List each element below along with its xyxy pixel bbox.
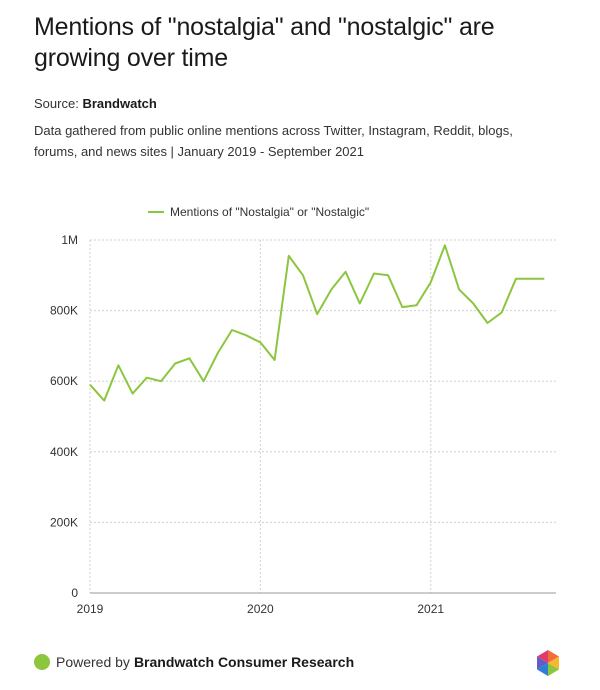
x-tick-label: 2020 xyxy=(247,602,274,616)
footer: Powered by Brandwatch Consumer Research xyxy=(34,654,354,670)
chart-description: Data gathered from public online mention… xyxy=(34,123,513,159)
y-tick-label: 400K xyxy=(50,445,78,459)
y-tick-label: 0 xyxy=(71,586,78,600)
source-name: Brandwatch xyxy=(82,96,157,111)
line-chart: 0 200K 400K 600K 800K 1M 2019 2020 2021 Mentions… xyxy=(50,205,556,616)
y-tick-label: 1M xyxy=(61,233,78,247)
x-tick-label: 2021 xyxy=(417,602,444,616)
chart-title: Mentions of "nostalgia" and "nostalgic" … xyxy=(34,13,495,72)
x-tick-label: 2019 xyxy=(77,602,104,616)
powered-label: Powered by xyxy=(56,654,130,670)
legend-label: Mentions of "Nostalgia" or "Nostalgic" xyxy=(170,205,369,219)
source-label: Source: xyxy=(34,96,79,111)
y-tick-label: 200K xyxy=(50,515,78,529)
y-tick-label: 800K xyxy=(50,304,78,318)
powered-name: Brandwatch Consumer Research xyxy=(133,654,355,670)
source-line: Source: Brandwatch xyxy=(34,96,157,111)
brandwatch-dot-icon xyxy=(34,654,50,670)
series-line xyxy=(89,244,545,402)
y-tick-label: 600K xyxy=(50,374,78,388)
brandwatch-logo-icon xyxy=(537,650,559,676)
